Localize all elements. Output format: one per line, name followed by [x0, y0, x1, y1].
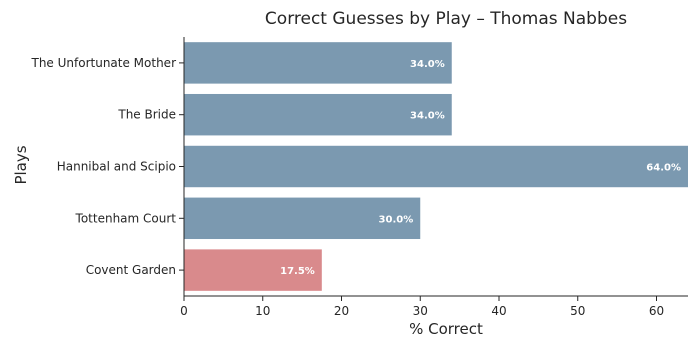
- bar-value-label: 30.0%: [379, 214, 414, 225]
- x-tick-label: 60: [649, 304, 664, 318]
- y-tick-label: Hannibal and Scipio: [57, 160, 176, 174]
- x-tick-label: 40: [491, 304, 506, 318]
- bar: [184, 145, 688, 188]
- x-tick-label: 10: [255, 304, 270, 318]
- y-tick-label: Covent Garden: [86, 263, 176, 277]
- bar: [184, 93, 452, 136]
- bar-value-label: 34.0%: [410, 111, 445, 122]
- x-axis-label: % Correct: [409, 320, 483, 338]
- x-tick-label: 0: [180, 304, 188, 318]
- bar: [184, 197, 421, 240]
- bar-value-label: 17.5%: [280, 266, 315, 277]
- y-tick-label: Tottenham Court: [75, 211, 177, 225]
- bar: [184, 42, 452, 84]
- y-tick-label: The Unfortunate Mother: [30, 56, 176, 70]
- x-tick-label: 20: [334, 304, 349, 318]
- bar-value-label: 64.0%: [646, 163, 681, 174]
- plot-area: 34.0% The Unfortunate Mother 34.0% The Brid…: [30, 42, 688, 318]
- y-axis-label: Plays: [12, 145, 30, 184]
- bar-value-label: 34.0%: [410, 59, 445, 70]
- chart-title: Correct Guesses by Play – Thomas Nabbes: [265, 9, 627, 29]
- bar: [184, 249, 322, 291]
- y-tick-label: The Bride: [117, 108, 176, 122]
- x-tick-label: 30: [413, 304, 428, 318]
- x-tick-label: 50: [570, 304, 585, 318]
